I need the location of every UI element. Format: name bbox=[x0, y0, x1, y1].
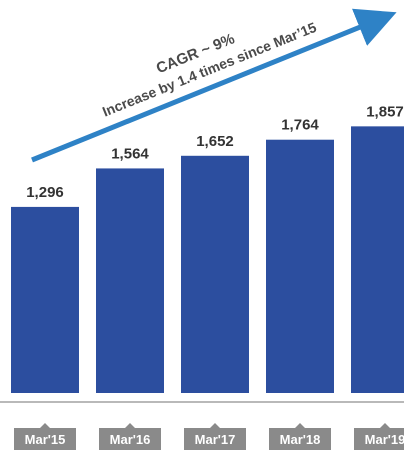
bar-4 bbox=[351, 126, 404, 393]
category-label-4: Mar'19 bbox=[365, 432, 404, 447]
category-label-3: Mar'18 bbox=[280, 432, 321, 447]
value-label-1: 1,564 bbox=[111, 145, 149, 162]
value-labels-group: 1,296 1,564 1,652 1,764 1,857 bbox=[26, 103, 404, 201]
bar-2 bbox=[181, 155, 249, 393]
category-labels-group: Mar'15 Mar'16 Mar'17 Mar'18 Mar'19 bbox=[14, 423, 404, 450]
value-label-2: 1,652 bbox=[196, 133, 234, 150]
category-box-0 bbox=[14, 423, 76, 450]
value-label-4: 1,857 bbox=[366, 103, 404, 120]
value-label-0: 1,296 bbox=[26, 184, 64, 201]
bar-1 bbox=[96, 168, 164, 393]
value-label-3: 1,764 bbox=[281, 117, 319, 134]
bar-3 bbox=[266, 139, 334, 393]
category-label-0: Mar'15 bbox=[25, 432, 66, 447]
category-box-3 bbox=[269, 423, 331, 450]
category-label-2: Mar'17 bbox=[195, 432, 236, 447]
category-label-1: Mar'16 bbox=[110, 432, 151, 447]
category-box-1 bbox=[99, 423, 161, 450]
category-box-2 bbox=[184, 423, 246, 450]
increase-annotation: Increase by 1.4 times since Mar’15 bbox=[100, 19, 319, 120]
bar-0 bbox=[11, 206, 79, 393]
bars-group bbox=[11, 126, 404, 393]
category-box-4 bbox=[354, 423, 404, 450]
growth-arrow bbox=[31, 8, 397, 163]
